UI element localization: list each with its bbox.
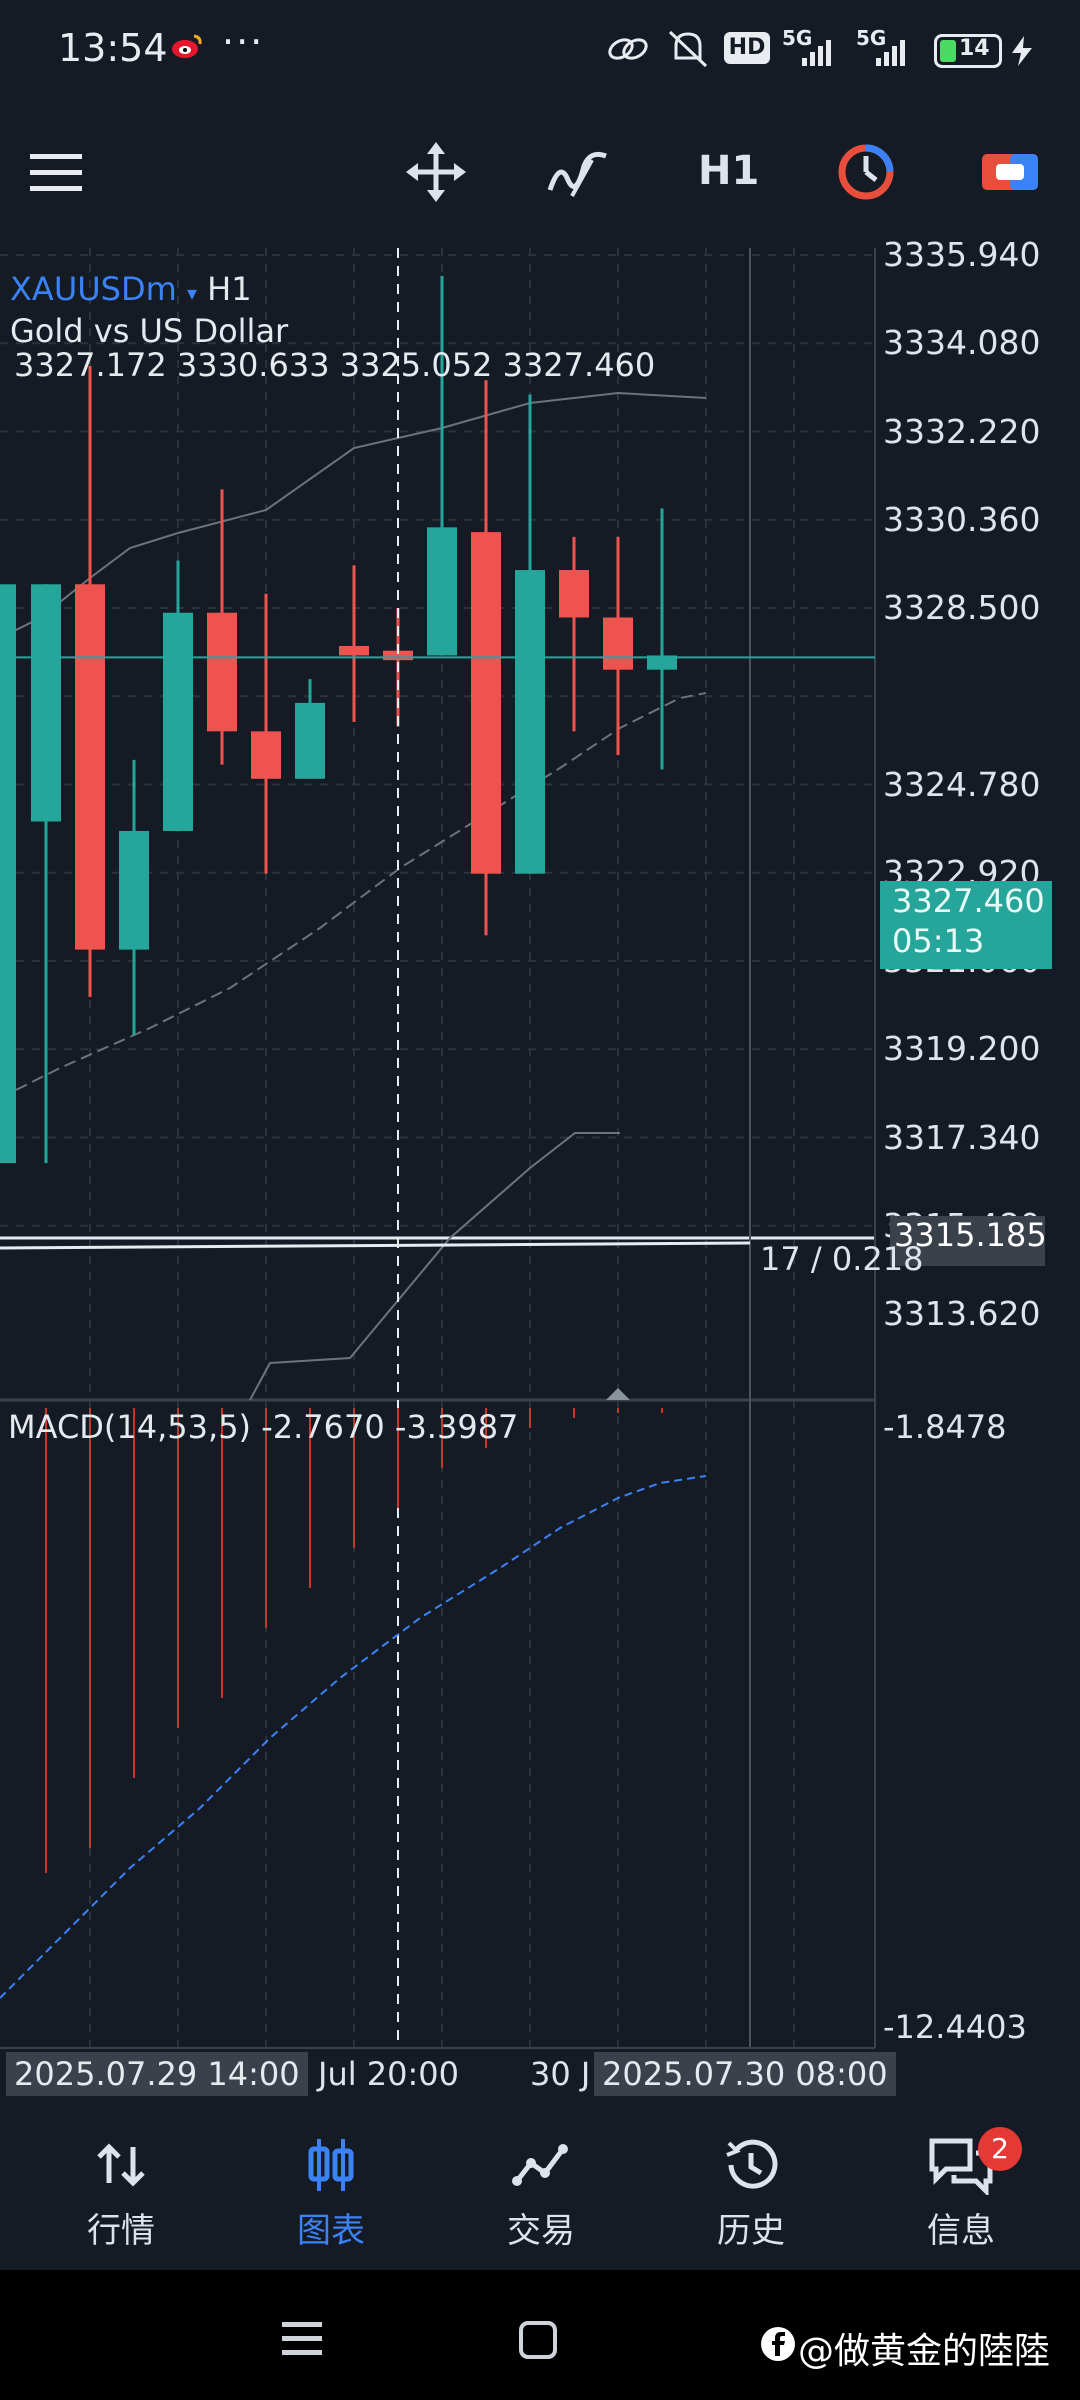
signal-icon [876, 40, 905, 66]
chart-toolbar: H1 [0, 110, 1080, 230]
nav-chart[interactable]: 图表 [256, 2135, 406, 2255]
recent-apps-icon[interactable] [282, 2322, 326, 2358]
hd-badge: HD [724, 32, 770, 64]
history-icon [726, 2139, 778, 2189]
trade-panel-icon[interactable] [978, 140, 1042, 204]
signal-icon [802, 40, 831, 66]
macd-label: MACD(14,53,5) -2.7670 -3.3987 [8, 1408, 519, 1446]
candle-body [0, 584, 16, 1164]
price-axis-label: 3319.200 [883, 1029, 1041, 1069]
menu-icon[interactable] [24, 140, 88, 204]
price-axis-label: 3334.080 [883, 323, 1041, 363]
nav-history[interactable]: 历史 [676, 2135, 826, 2255]
candle-body [339, 645, 369, 656]
nav-messages[interactable]: 2 信息 [886, 2127, 1036, 2255]
symbol-description: Gold vs US Dollar [10, 312, 289, 350]
last-price: 3327.460 [892, 882, 1045, 920]
battery-icon: 14 [934, 34, 1002, 68]
mute-icon [668, 30, 708, 68]
symbol-timeframe: H1 [207, 270, 252, 308]
system-navigation-bar: @做黄金的陸陸 [0, 2270, 1080, 2400]
candle-body [515, 570, 545, 874]
price-axis-label: 3332.220 [883, 411, 1041, 451]
price-axis-label: 3328.500 [883, 588, 1041, 627]
chart-icon [308, 2139, 354, 2191]
charging-icon [1012, 36, 1032, 66]
candle-body [427, 527, 457, 656]
candlestick-chart[interactable] [0, 248, 1080, 2098]
facebook-icon [761, 2327, 795, 2361]
date-label: Jul 20:00 [318, 2055, 459, 2093]
price-axis-label: 3335.940 [883, 235, 1041, 274]
crosshair-price-tag: 3315.185 [890, 1216, 1047, 1266]
lower-band-extension [249, 1132, 620, 1401]
timeframe-button[interactable]: H1 [698, 148, 760, 194]
more-notifications-icon: ··· [222, 20, 265, 64]
quotes-icon [97, 2143, 145, 2187]
price-axis-label: 3317.340 [883, 1117, 1041, 1157]
watermark: @做黄金的陸陸 [798, 2331, 1051, 2372]
ohlc-values: 3327.172 3330.633 3325.052 3327.460 [14, 346, 656, 384]
nav-quotes[interactable]: 行情 [46, 2135, 196, 2255]
crosshair-move-icon[interactable] [404, 140, 468, 204]
network-type-1: 5G [782, 26, 813, 50]
price-axis-label: 3313.620 [883, 1294, 1041, 1333]
bottom-nav: 行情 图表 交易 历史 2 信息 [0, 2110, 1080, 2270]
home-icon[interactable] [518, 2320, 558, 2360]
network-type-2: 5G [856, 26, 887, 50]
candle-body [207, 612, 237, 732]
symbol-header: XAUUSDm ▾ H1 [10, 270, 252, 308]
date-label: 30 J [530, 2055, 591, 2093]
candle-body [163, 612, 193, 831]
symbol-name[interactable]: XAUUSDm [10, 270, 177, 308]
candle-body [295, 702, 325, 779]
messages-badge: 2 [978, 2127, 1022, 2171]
crosshair-info: 17 / 0.218 [760, 1240, 924, 1278]
candle-body [75, 584, 105, 950]
nav-trade[interactable]: 交易 [466, 2135, 616, 2255]
link-icon [608, 38, 648, 60]
crosshair-date-end: 2025.07.30 08:00 [594, 2052, 896, 2096]
candle-body [647, 655, 677, 670]
price-axis-label: 3324.780 [883, 764, 1041, 804]
indicators-icon[interactable] [546, 140, 610, 204]
candle-body [559, 570, 589, 618]
candle-body [471, 532, 501, 874]
weibo-icon [172, 34, 202, 58]
symbol-dropdown-icon[interactable]: ▾ [186, 281, 197, 305]
pane-resize-handle [606, 1388, 630, 1400]
lower-band [0, 692, 707, 1099]
candle-body [251, 731, 281, 779]
one-click-trading-icon[interactable] [834, 140, 898, 204]
candle-body [119, 830, 149, 950]
trade-icon [512, 2144, 568, 2186]
macd-signal-line [0, 1475, 707, 1999]
candle-body [31, 584, 61, 822]
last-price-tag: 3327.460 05:13 [880, 881, 1052, 969]
status-time: 13:54 [58, 26, 168, 70]
crosshair-date-start: 2025.07.29 14:00 [6, 2052, 308, 2096]
status-bar: 13:54 ··· HD 5G 5G 14 [0, 0, 1080, 100]
macd-axis-bottom: -12.4403 [883, 2008, 1027, 2046]
candle-body [383, 650, 413, 661]
crosshair-horizontal [0, 1241, 751, 1250]
bar-countdown: 05:13 [892, 922, 985, 960]
chart-area[interactable]: XAUUSDm ▾ H1 Gold vs US Dollar 3327.172 … [0, 235, 1080, 2098]
macd-axis-top: -1.8478 [883, 1408, 1007, 1446]
upper-band [0, 391, 707, 639]
candle-body [603, 617, 633, 670]
price-axis-label: 3330.360 [883, 499, 1041, 539]
